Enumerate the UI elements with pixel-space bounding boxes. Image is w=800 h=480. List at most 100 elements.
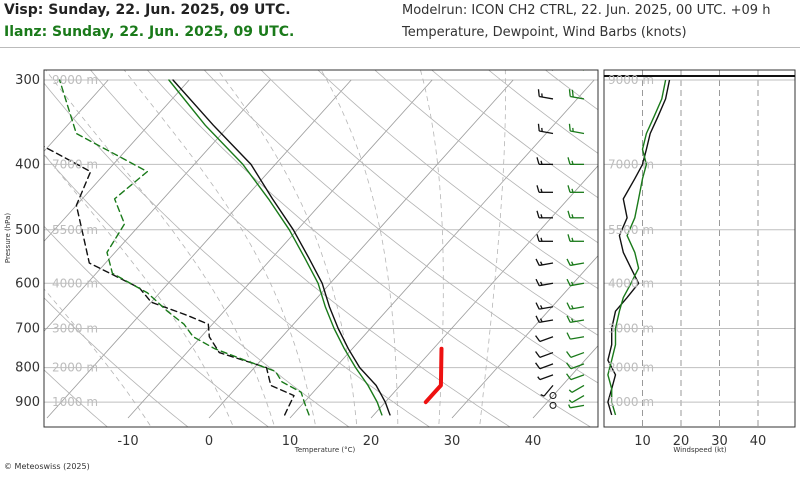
ilanz-wind-barb — [568, 394, 585, 404]
calm-marker — [549, 401, 557, 409]
barb-half-flag — [571, 188, 574, 193]
isotherm-line — [208, 79, 514, 419]
dry-adiabat — [317, 70, 598, 290]
ilanz-wind-barb — [566, 315, 585, 324]
isotherm-line — [289, 79, 595, 419]
barb-half-flag — [571, 160, 574, 165]
ilanz-wind-barb — [568, 404, 585, 409]
barb-staff — [571, 394, 585, 404]
barb-half-flag — [570, 305, 574, 309]
visp-wind-barb — [537, 89, 554, 100]
windspeed-axis-label: Windspeed (kt) — [673, 446, 726, 454]
isotherm-line — [44, 79, 271, 332]
wind-height-label: 7000 m — [608, 157, 654, 171]
ilanz-wind-barb — [568, 123, 585, 135]
moist-adiabat — [320, 70, 399, 427]
moist-adiabat — [44, 288, 152, 427]
isotherm-line — [46, 79, 352, 419]
barb-half-flag — [571, 214, 574, 218]
temperature-tick-label: 10 — [282, 434, 299, 449]
dry-adiabat — [260, 70, 598, 336]
station2-title: Ilanz: Sunday, 22. Jun. 2025, 09 UTC. — [4, 24, 295, 40]
barb-half-flag — [568, 399, 573, 404]
barb-half-flag — [570, 261, 574, 266]
barb-flag — [536, 185, 540, 193]
isotherm-line — [127, 79, 433, 419]
copyright-label: © Meteoswiss (2025) — [4, 462, 90, 471]
moist-adiabat — [479, 70, 507, 427]
chart-description: Temperature, Dewpoint, Wind Barbs (knots… — [402, 25, 687, 40]
barb-flag — [567, 234, 571, 242]
visp-wind-barb — [538, 60, 554, 71]
barb-half-flag — [537, 376, 541, 381]
visp-wind-barb — [536, 185, 553, 193]
wind-plot-frame — [603, 69, 796, 428]
temperature-tick-label: 40 — [525, 434, 542, 449]
windspeed-tick-label: 20 — [673, 434, 690, 449]
visp-wind-barb — [536, 157, 553, 166]
y-axis-label: Pressure (hPa) — [4, 213, 12, 263]
ilanz-wind-barb — [567, 210, 584, 219]
temperature-tick-label: 20 — [363, 434, 380, 449]
dry-adiabat — [44, 225, 270, 427]
barb-half-flag — [540, 237, 543, 242]
ilanz-temperature-line — [168, 79, 383, 416]
modelrun-label: Modelrun: ICON CH2 CTRL, 22. Jun. 2025, … — [402, 3, 771, 18]
height-label: 4000 m — [52, 276, 98, 290]
visp-wind-barb — [537, 374, 554, 381]
barb-half-flag — [571, 237, 574, 242]
ilanz-wind-barb — [566, 351, 585, 358]
barb-staff — [570, 130, 585, 135]
visp-temperature-line — [172, 79, 391, 416]
wind-height-label: 3000 m — [608, 321, 654, 335]
temperature-tick-label: 0 — [205, 434, 213, 449]
header-divider — [0, 47, 800, 48]
pressure-tick-label: 700 — [15, 321, 40, 336]
visp-windspeed-line — [607, 79, 671, 416]
barb-flag — [566, 351, 572, 358]
barb-flag — [566, 332, 571, 340]
pressure-tick-label: 400 — [15, 157, 40, 172]
dry-adiabat — [203, 70, 598, 384]
wind-height-label: 5500 m — [608, 223, 654, 237]
barb-staff — [539, 374, 554, 381]
dry-adiabat — [89, 70, 511, 427]
windspeed-tick-label: 40 — [750, 434, 767, 449]
wind-height-label: 9000 m — [608, 73, 654, 87]
visp-wind-barb — [540, 384, 554, 397]
height-label: 1000 m — [52, 395, 98, 409]
calm-marker — [549, 392, 557, 400]
barb-flag — [537, 89, 540, 97]
pressure-tick-label: 500 — [15, 223, 40, 238]
temperature-tick-label: 30 — [444, 434, 461, 449]
visp-wind-barb — [536, 234, 553, 242]
ilanz-windspeed-line — [607, 79, 667, 416]
dry-adiabat — [431, 70, 598, 199]
parcel-parcel-line — [423, 346, 444, 405]
ilanz-wind-barb — [566, 332, 585, 340]
visp-wind-barb — [535, 302, 554, 310]
ilanz-wind-barb — [566, 373, 585, 381]
barb-staff — [539, 336, 554, 343]
visp-wind-barb — [536, 210, 553, 219]
dry-adiabat — [374, 70, 598, 244]
moist-adiabat — [420, 70, 444, 427]
barb-flag — [568, 123, 571, 132]
visp-wind-barb — [537, 123, 554, 135]
wind-height-label: 4000 m — [608, 276, 654, 290]
visp-wind-barb — [549, 392, 557, 400]
height-label: 5500 m — [52, 223, 98, 237]
moist-adiabat — [45, 70, 276, 427]
barb-flag — [535, 351, 541, 358]
barb-flag — [538, 60, 539, 67]
temperature-tick-label: -10 — [117, 434, 138, 449]
barb-staff — [570, 336, 585, 340]
pressure-tick-label: 600 — [15, 276, 40, 291]
ilanz-wind-barb — [567, 185, 584, 193]
barb-staff — [539, 363, 554, 370]
windspeed-tick-label: 30 — [711, 434, 728, 449]
barb-half-flag — [539, 261, 543, 266]
visp-wind-barb — [535, 315, 554, 324]
barb-half-flag — [540, 394, 545, 397]
